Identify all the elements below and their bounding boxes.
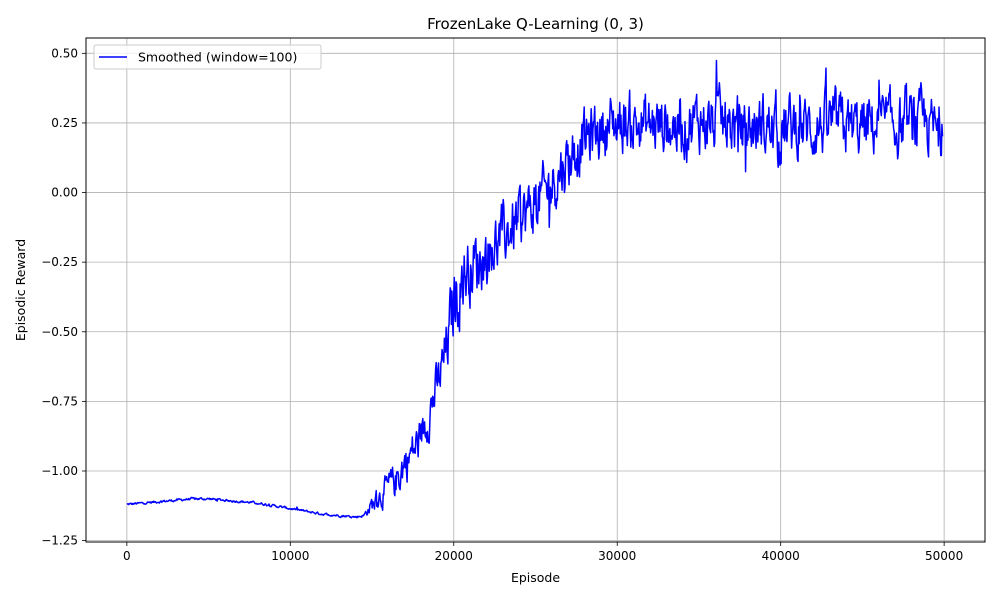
series-layer [126, 59, 944, 519]
x-tick-label: 40000 [762, 549, 800, 563]
x-tick-label: 50000 [925, 549, 963, 563]
legend: Smoothed (window=100) [93, 44, 322, 70]
x-tick-label: 30000 [598, 549, 636, 563]
y-tick-label: −1.00 [41, 464, 78, 478]
grid [86, 38, 985, 542]
ticks: 0 10000 20000 30000 40000 50000 −1.25 −1.00 −0.7… [41, 46, 963, 563]
y-tick-label: 0.25 [51, 116, 78, 130]
y-tick-label: −0.50 [41, 325, 78, 339]
y-tick-label: −0.25 [41, 255, 78, 269]
y-tick-label: 0.00 [51, 186, 78, 200]
legend-label: Smoothed (window=100) [138, 50, 297, 65]
x-axis-title: Episode [511, 570, 560, 585]
series-line [126, 59, 944, 519]
y-axis-title: Episodic Reward [13, 239, 28, 341]
y-tick-label: 0.50 [51, 46, 78, 60]
legend-box [93, 44, 322, 70]
x-tick-label: 0 [123, 549, 131, 563]
chart-title: FrozenLake Q-Learning (0, 3) [427, 15, 644, 33]
x-tick-label: 20000 [435, 549, 473, 563]
y-tick-label: −0.75 [41, 394, 78, 408]
y-tick-label: −1.25 [41, 534, 78, 548]
x-tick-label: 10000 [271, 549, 309, 563]
plot-frame [85, 37, 986, 543]
